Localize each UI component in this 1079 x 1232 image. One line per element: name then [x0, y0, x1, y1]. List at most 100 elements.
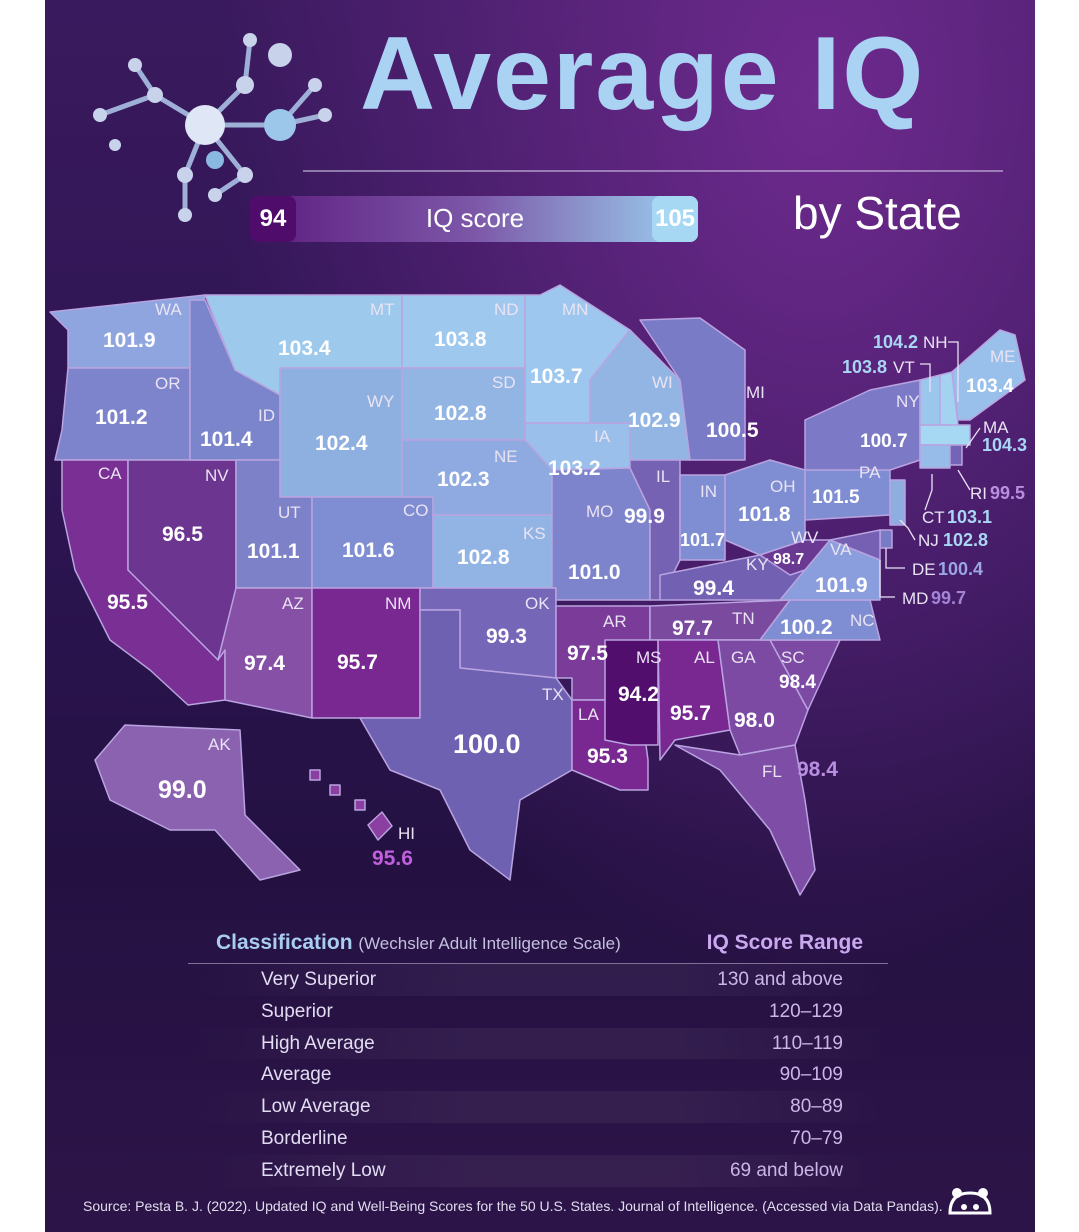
classification-rows: Very Superior 130 and above Superior 120… — [188, 964, 888, 1187]
class-range: 80–89 — [790, 1096, 843, 1118]
table-row: Extremely Low 69 and below — [188, 1154, 888, 1187]
label-ID: ID — [258, 406, 275, 425]
value-IL: 99.9 — [624, 505, 665, 528]
label-KY: KY — [746, 555, 769, 574]
state-MD — [829, 529, 881, 561]
label-MO: MO — [586, 502, 613, 521]
label-MN: MN — [562, 300, 588, 319]
page-subtitle: by State — [793, 187, 962, 239]
state-MA — [919, 424, 971, 446]
value-RI: 99.5 — [990, 483, 1025, 503]
state-TX — [359, 609, 573, 881]
value-NC: 100.2 — [780, 616, 833, 639]
label-MD: MD — [902, 589, 928, 608]
label-OR: OR — [155, 374, 181, 393]
label-CO: CO — [403, 501, 429, 520]
value-NJ: 102.8 — [943, 530, 988, 550]
range-heading: IQ Score Range — [706, 931, 863, 954]
value-LA: 95.3 — [587, 745, 628, 768]
state-NC — [759, 599, 881, 641]
table-row: Borderline 70–79 — [188, 1123, 888, 1155]
label-MA: MA — [983, 418, 1009, 437]
value-AL: 95.7 — [670, 702, 711, 725]
scale-max-label: 105 — [652, 196, 698, 242]
label-WI: WI — [652, 373, 673, 392]
label-SC: SC — [781, 648, 805, 667]
data-pandas-logo-icon — [948, 1188, 992, 1215]
state-CT — [919, 444, 951, 469]
label-UT: UT — [278, 503, 301, 522]
classification-table: Classification (Wechsler Adult Intellige… — [188, 925, 888, 1187]
value-AK: 99.0 — [158, 776, 207, 804]
us-iq-map: WA 101.9 OR 101.2 CA 95.5 NV 96.5 ID 101… — [49, 284, 1027, 896]
classification-heading: Classification (Wechsler Adult Intellige… — [216, 931, 621, 955]
value-AZ: 97.4 — [244, 652, 285, 675]
table-row: Low Average 80–89 — [188, 1091, 888, 1123]
value-OH: 101.8 — [738, 503, 791, 526]
table-row: Superior 120–129 — [188, 996, 888, 1028]
value-WI: 102.9 — [628, 409, 681, 432]
class-name: Low Average — [261, 1096, 371, 1118]
value-KY: 99.4 — [693, 577, 734, 600]
class-name: Very Superior — [261, 969, 377, 990]
label-WA: WA — [155, 300, 182, 319]
class-range: 110–119 — [771, 1032, 843, 1054]
label-WV: WV — [791, 528, 819, 547]
infographic-poster: Average IQ by State 94 IQ score 105 — [45, 0, 1035, 1232]
class-name: High Average — [261, 1032, 375, 1054]
value-AR: 97.5 — [567, 642, 608, 665]
value-CT: 103.1 — [947, 507, 992, 527]
label-ME: ME — [990, 347, 1016, 366]
table-row: Average 90–109 — [188, 1059, 888, 1091]
label-AR: AR — [603, 612, 627, 631]
value-UT: 101.1 — [247, 540, 300, 563]
label-DE: DE — [912, 560, 936, 579]
state-ME — [951, 329, 1026, 421]
value-GA: 98.0 — [734, 709, 775, 732]
value-NE: 102.3 — [437, 468, 490, 491]
label-GA: GA — [731, 648, 756, 667]
state-MS — [604, 639, 659, 746]
value-NY: 100.7 — [860, 431, 908, 452]
class-range: 120–129 — [769, 1000, 843, 1022]
value-CA: 95.5 — [107, 591, 148, 614]
value-OR: 101.2 — [95, 406, 148, 429]
value-MD: 99.7 — [931, 588, 966, 608]
class-name: Extremely Low — [261, 1159, 386, 1181]
label-IN: IN — [700, 482, 717, 501]
label-CT: CT — [922, 508, 945, 527]
value-WA: 101.9 — [103, 329, 156, 352]
page-title: Average IQ — [360, 16, 926, 132]
value-WV: 98.7 — [773, 551, 804, 568]
value-NH: 104.2 — [873, 332, 918, 352]
value-WY: 102.4 — [315, 432, 368, 455]
table-row: High Average 110–119 — [188, 1027, 888, 1060]
label-OH: OH — [770, 477, 796, 496]
label-OK: OK — [525, 594, 550, 613]
label-IL: IL — [656, 467, 670, 486]
label-CA: CA — [98, 464, 122, 483]
label-HI: HI — [398, 824, 415, 843]
value-PA: 101.5 — [812, 487, 860, 508]
value-ME: 103.4 — [966, 376, 1014, 397]
label-AK: AK — [208, 735, 231, 754]
label-LA: LA — [578, 705, 599, 724]
class-range: 70–79 — [790, 1127, 843, 1149]
source-note: Source: Pesta B. J. (2022). Updated IQ a… — [83, 1198, 943, 1214]
state-NJ — [889, 479, 906, 526]
value-CO: 101.6 — [342, 539, 395, 562]
value-MT: 103.4 — [278, 337, 331, 360]
classification-header: Classification (Wechsler Adult Intellige… — [188, 925, 888, 964]
value-DE: 100.4 — [938, 559, 983, 579]
value-NM: 95.7 — [337, 651, 378, 674]
class-range: 130 and above — [717, 969, 843, 990]
color-scale-bar — [250, 196, 698, 242]
value-MI: 100.5 — [706, 419, 759, 442]
value-FL: 98.4 — [797, 758, 838, 781]
value-IN: 101.7 — [680, 530, 725, 550]
value-NV: 96.5 — [162, 523, 203, 546]
value-KS: 102.8 — [457, 546, 510, 569]
class-range: 69 and below — [729, 1159, 843, 1181]
classification-heading-text: Classification — [216, 931, 353, 954]
value-IA: 103.2 — [548, 457, 601, 480]
